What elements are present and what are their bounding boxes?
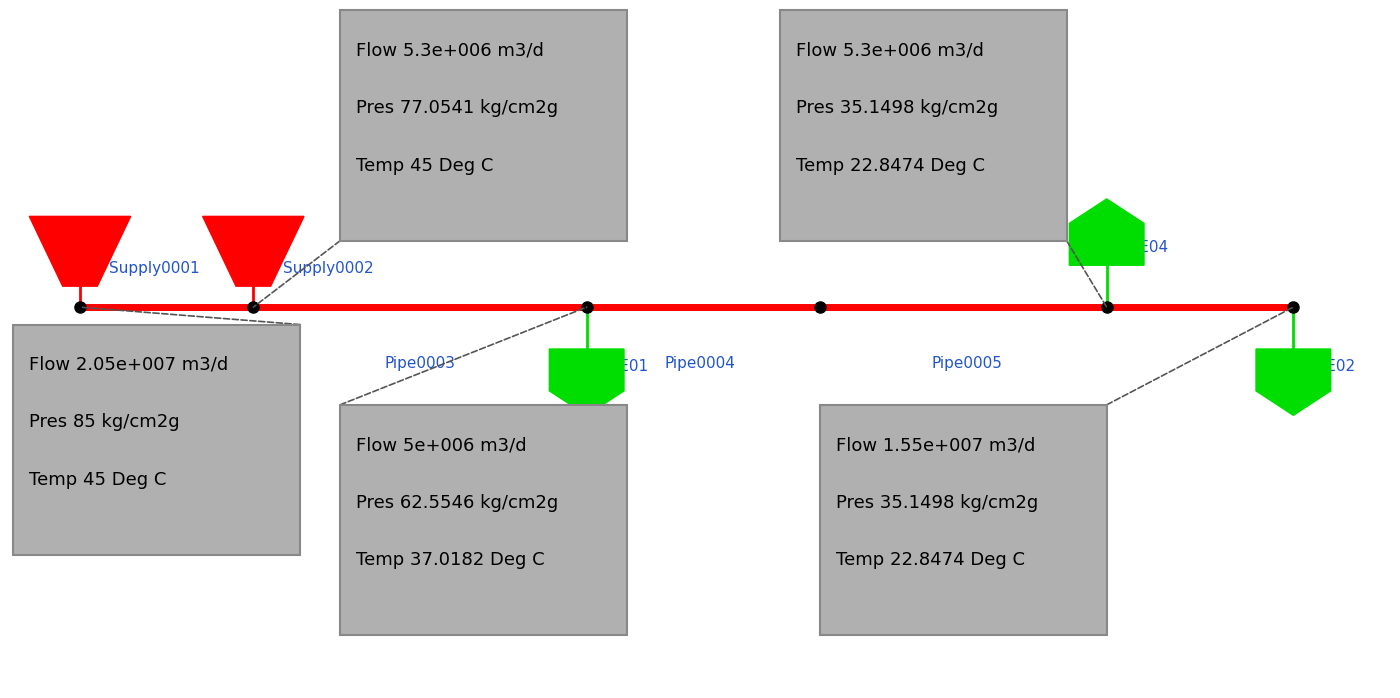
Text: Pipe0005: Pipe0005	[931, 356, 1002, 371]
Polygon shape	[203, 216, 304, 286]
Polygon shape	[549, 349, 624, 415]
Text: Temp 22.8474 Deg C: Temp 22.8474 Deg C	[836, 551, 1025, 570]
Text: Pipe0004: Pipe0004	[665, 356, 735, 371]
Text: Pres 85 kg/cm2g: Pres 85 kg/cm2g	[29, 413, 181, 431]
Text: Pres 35.1498 kg/cm2g: Pres 35.1498 kg/cm2g	[797, 99, 998, 117]
FancyBboxPatch shape	[820, 405, 1106, 635]
Polygon shape	[1256, 349, 1330, 415]
Text: PE01: PE01	[610, 359, 648, 374]
FancyBboxPatch shape	[340, 405, 627, 635]
Text: Temp 37.0182 Deg C: Temp 37.0182 Deg C	[356, 551, 545, 570]
Text: PE02: PE02	[1317, 359, 1355, 374]
Text: Flow 5.3e+006 m3/d: Flow 5.3e+006 m3/d	[356, 42, 543, 60]
Text: Flow 1.55e+007 m3/d: Flow 1.55e+007 m3/d	[836, 436, 1036, 454]
Polygon shape	[29, 216, 130, 286]
Text: PE04: PE04	[1131, 240, 1169, 255]
Text: Pres 62.5546 kg/cm2g: Pres 62.5546 kg/cm2g	[356, 493, 559, 512]
Text: Flow 2.05e+007 m3/d: Flow 2.05e+007 m3/d	[29, 356, 228, 374]
FancyBboxPatch shape	[14, 325, 300, 555]
Text: Pipe0001: Pipe0001	[132, 356, 202, 371]
Text: Flow 5.3e+006 m3/d: Flow 5.3e+006 m3/d	[797, 42, 984, 60]
Polygon shape	[1070, 199, 1144, 265]
FancyBboxPatch shape	[340, 10, 627, 241]
Text: Supply0002: Supply0002	[283, 261, 374, 276]
Text: Temp 22.8474 Deg C: Temp 22.8474 Deg C	[797, 157, 986, 175]
FancyBboxPatch shape	[780, 10, 1067, 241]
Text: Pipe0003: Pipe0003	[385, 356, 455, 371]
Text: Temp 45 Deg C: Temp 45 Deg C	[29, 471, 167, 489]
Text: Pres 77.0541 kg/cm2g: Pres 77.0541 kg/cm2g	[356, 99, 559, 117]
Text: Pres 35.1498 kg/cm2g: Pres 35.1498 kg/cm2g	[836, 493, 1039, 512]
Text: Supply0001: Supply0001	[109, 261, 200, 276]
Text: Temp 45 Deg C: Temp 45 Deg C	[356, 157, 493, 175]
Text: Flow 5e+006 m3/d: Flow 5e+006 m3/d	[356, 436, 526, 454]
